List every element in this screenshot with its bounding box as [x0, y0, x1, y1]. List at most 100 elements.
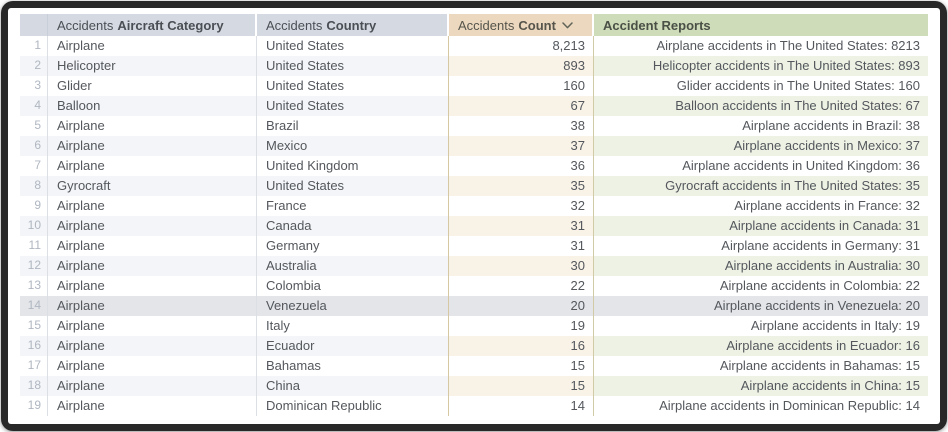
cell-country[interactable]: Venezuela	[257, 296, 449, 316]
cell-country[interactable]: United Kingdom	[257, 156, 449, 176]
cell-accident-report[interactable]: Balloon accidents in The United States: …	[594, 96, 928, 116]
table-row[interactable]: 15 Airplane Italy 19 Airplane accidents …	[20, 316, 928, 336]
cell-country[interactable]: United States	[257, 76, 449, 96]
cell-count[interactable]: 19	[449, 316, 594, 336]
cell-aircraft-category[interactable]: Helicopter	[48, 56, 257, 76]
cell-accident-report[interactable]: Airplane accidents in Australia: 30	[594, 256, 928, 276]
table-row[interactable]: 1 Airplane United States 8,213 Airplane …	[20, 36, 928, 56]
cell-country[interactable]: Italy	[257, 316, 449, 336]
header-aircraft-category[interactable]: Accidents Aircraft Category	[48, 14, 257, 36]
cell-accident-report[interactable]: Airplane accidents in Mexico: 37	[594, 136, 928, 156]
table-row[interactable]: 9 Airplane France 32 Airplane accidents …	[20, 196, 928, 216]
cell-accident-report[interactable]: Airplane accidents in The United States:…	[594, 36, 928, 56]
table-row[interactable]: 19 Airplane Dominican Republic 14 Airpla…	[20, 396, 928, 416]
cell-accident-report[interactable]: Airplane accidents in France: 32	[594, 196, 928, 216]
cell-count[interactable]: 8,213	[449, 36, 594, 56]
cell-accident-report[interactable]: Airplane accidents in Canada: 31	[594, 216, 928, 236]
cell-accident-report[interactable]: Airplane accidents in Ecuador: 16	[594, 336, 928, 356]
cell-accident-report[interactable]: Airplane accidents in Venezuela: 20	[594, 296, 928, 316]
cell-accident-report[interactable]: Airplane accidents in Italy: 19	[594, 316, 928, 336]
table-row[interactable]: 8 Gyrocraft United States 35 Gyrocraft a…	[20, 176, 928, 196]
cell-country[interactable]: Australia	[257, 256, 449, 276]
cell-accident-report[interactable]: Gyrocraft accidents in The United States…	[594, 176, 928, 196]
table-row[interactable]: 4 Balloon United States 67 Balloon accid…	[20, 96, 928, 116]
cell-accident-report[interactable]: Glider accidents in The United States: 1…	[594, 76, 928, 96]
cell-aircraft-category[interactable]: Airplane	[48, 136, 257, 156]
table-row[interactable]: 11 Airplane Germany 31 Airplane accident…	[20, 236, 928, 256]
table-row[interactable]: 13 Airplane Colombia 22 Airplane acciden…	[20, 276, 928, 296]
cell-country[interactable]: France	[257, 196, 449, 216]
cell-aircraft-category[interactable]: Airplane	[48, 256, 257, 276]
table-row[interactable]: 12 Airplane Australia 30 Airplane accide…	[20, 256, 928, 276]
table-row[interactable]: 5 Airplane Brazil 38 Airplane accidents …	[20, 116, 928, 136]
table-row[interactable]: 6 Airplane Mexico 37 Airplane accidents …	[20, 136, 928, 156]
cell-count[interactable]: 893	[449, 56, 594, 76]
cell-accident-report[interactable]: Airplane accidents in Colombia: 22	[594, 276, 928, 296]
table-row[interactable]: 14 Airplane Venezuela 20 Airplane accide…	[20, 296, 928, 316]
cell-country[interactable]: Dominican Republic	[257, 396, 449, 416]
table-row[interactable]: 2 Helicopter United States 893 Helicopte…	[20, 56, 928, 76]
table-row[interactable]: 18 Airplane China 15 Airplane accidents …	[20, 376, 928, 396]
cell-country[interactable]: Bahamas	[257, 356, 449, 376]
cell-country[interactable]: Germany	[257, 236, 449, 256]
cell-count[interactable]: 31	[449, 216, 594, 236]
cell-aircraft-category[interactable]: Airplane	[48, 196, 257, 216]
cell-count[interactable]: 31	[449, 236, 594, 256]
cell-country[interactable]: Canada	[257, 216, 449, 236]
cell-accident-report[interactable]: Airplane accidents in Bahamas: 15	[594, 356, 928, 376]
header-count[interactable]: Accidents Count	[449, 14, 594, 36]
cell-aircraft-category[interactable]: Gyrocraft	[48, 176, 257, 196]
cell-count[interactable]: 14	[449, 396, 594, 416]
cell-accident-report[interactable]: Helicopter accidents in The United State…	[594, 56, 928, 76]
table-row[interactable]: 10 Airplane Canada 31 Airplane accidents…	[20, 216, 928, 236]
cell-country[interactable]: Ecuador	[257, 336, 449, 356]
cell-count[interactable]: 38	[449, 116, 594, 136]
cell-aircraft-category[interactable]: Airplane	[48, 336, 257, 356]
cell-aircraft-category[interactable]: Airplane	[48, 156, 257, 176]
cell-count[interactable]: 30	[449, 256, 594, 276]
table-row[interactable]: 17 Airplane Bahamas 15 Airplane accident…	[20, 356, 928, 376]
table-row[interactable]: 3 Glider United States 160 Glider accide…	[20, 76, 928, 96]
cell-country[interactable]: United States	[257, 176, 449, 196]
cell-count[interactable]: 37	[449, 136, 594, 156]
cell-count[interactable]: 160	[449, 76, 594, 96]
cell-country[interactable]: China	[257, 376, 449, 396]
cell-count[interactable]: 36	[449, 156, 594, 176]
table-row[interactable]: 7 Airplane United Kingdom 36 Airplane ac…	[20, 156, 928, 176]
cell-accident-report[interactable]: Airplane accidents in United Kingdom: 36	[594, 156, 928, 176]
cell-country[interactable]: Colombia	[257, 276, 449, 296]
cell-count[interactable]: 16	[449, 336, 594, 356]
cell-accident-report[interactable]: Airplane accidents in China: 15	[594, 376, 928, 396]
header-accident-reports[interactable]: Accident Reports	[594, 14, 928, 36]
table-row[interactable]: 16 Airplane Ecuador 16 Airplane accident…	[20, 336, 928, 356]
cell-aircraft-category[interactable]: Airplane	[48, 356, 257, 376]
cell-aircraft-category[interactable]: Airplane	[48, 316, 257, 336]
cell-count[interactable]: 67	[449, 96, 594, 116]
cell-aircraft-category[interactable]: Airplane	[48, 116, 257, 136]
cell-aircraft-category[interactable]: Glider	[48, 76, 257, 96]
chevron-down-icon[interactable]	[562, 21, 573, 29]
cell-accident-report[interactable]: Airplane accidents in Brazil: 38	[594, 116, 928, 136]
cell-aircraft-category[interactable]: Airplane	[48, 376, 257, 396]
cell-accident-report[interactable]: Airplane accidents in Dominican Republic…	[594, 396, 928, 416]
cell-country[interactable]: United States	[257, 96, 449, 116]
cell-count[interactable]: 20	[449, 296, 594, 316]
cell-count[interactable]: 32	[449, 196, 594, 216]
cell-count[interactable]: 15	[449, 356, 594, 376]
cell-aircraft-category[interactable]: Balloon	[48, 96, 257, 116]
cell-aircraft-category[interactable]: Airplane	[48, 276, 257, 296]
cell-aircraft-category[interactable]: Airplane	[48, 296, 257, 316]
cell-count[interactable]: 15	[449, 376, 594, 396]
cell-country[interactable]: United States	[257, 56, 449, 76]
cell-aircraft-category[interactable]: Airplane	[48, 36, 257, 56]
cell-aircraft-category[interactable]: Airplane	[48, 216, 257, 236]
header-country[interactable]: Accidents Country	[257, 14, 449, 36]
cell-count[interactable]: 22	[449, 276, 594, 296]
cell-count[interactable]: 35	[449, 176, 594, 196]
cell-country[interactable]: Brazil	[257, 116, 449, 136]
cell-aircraft-category[interactable]: Airplane	[48, 396, 257, 416]
cell-country[interactable]: United States	[257, 36, 449, 56]
cell-country[interactable]: Mexico	[257, 136, 449, 156]
cell-accident-report[interactable]: Airplane accidents in Germany: 31	[594, 236, 928, 256]
cell-aircraft-category[interactable]: Airplane	[48, 236, 257, 256]
